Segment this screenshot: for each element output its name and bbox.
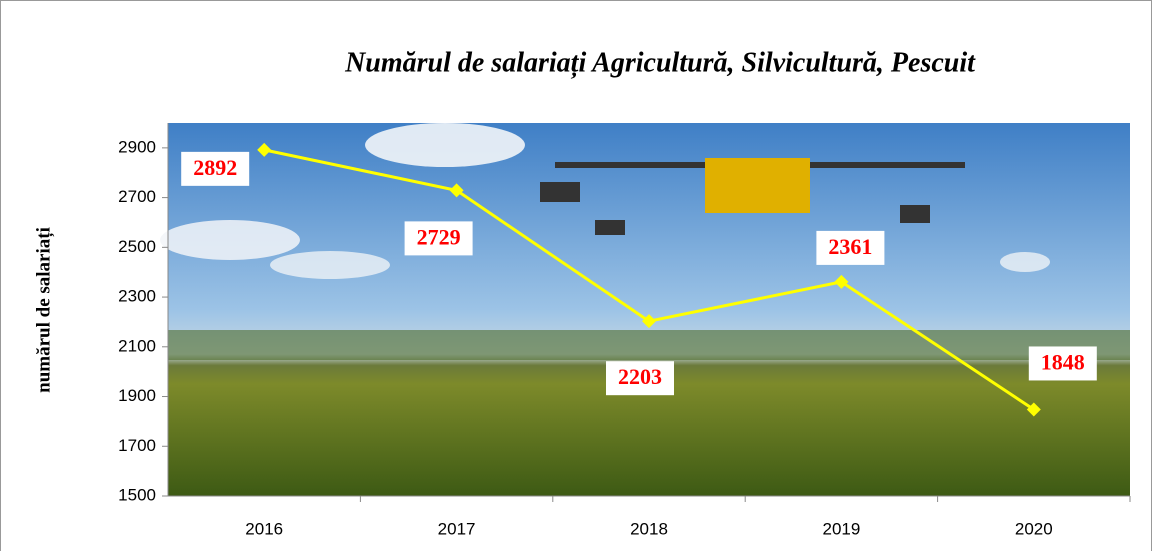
y-tick-label: 1500 bbox=[118, 485, 156, 504]
y-tick-label: 1900 bbox=[118, 386, 156, 405]
chart-title: Numărul de salariați Agricultură, Silvic… bbox=[344, 47, 976, 78]
y-tick-label: 2100 bbox=[118, 336, 156, 355]
data-label: 2203 bbox=[618, 364, 662, 389]
data-label: 2729 bbox=[417, 224, 461, 249]
y-axis-label: numărul de salariați bbox=[33, 227, 54, 393]
x-tick-label: 2018 bbox=[630, 519, 668, 538]
y-tick-label: 2700 bbox=[118, 187, 156, 206]
x-tick-label: 2019 bbox=[822, 519, 860, 538]
y-tick-label: 1700 bbox=[118, 436, 156, 455]
x-tick-label: 2016 bbox=[245, 519, 283, 538]
y-tick-label: 2500 bbox=[118, 237, 156, 256]
y-tick-label: 2900 bbox=[118, 137, 156, 156]
chart: Numărul de salariați Agricultură, Silvic… bbox=[0, 0, 1152, 551]
x-tick-label: 2020 bbox=[1015, 519, 1053, 538]
background-photo bbox=[160, 123, 1130, 496]
y-tick-label: 2300 bbox=[118, 287, 156, 306]
data-label: 2361 bbox=[828, 234, 872, 259]
x-tick-label: 2017 bbox=[438, 519, 476, 538]
data-label: 2892 bbox=[193, 155, 237, 180]
data-label: 1848 bbox=[1041, 350, 1085, 375]
